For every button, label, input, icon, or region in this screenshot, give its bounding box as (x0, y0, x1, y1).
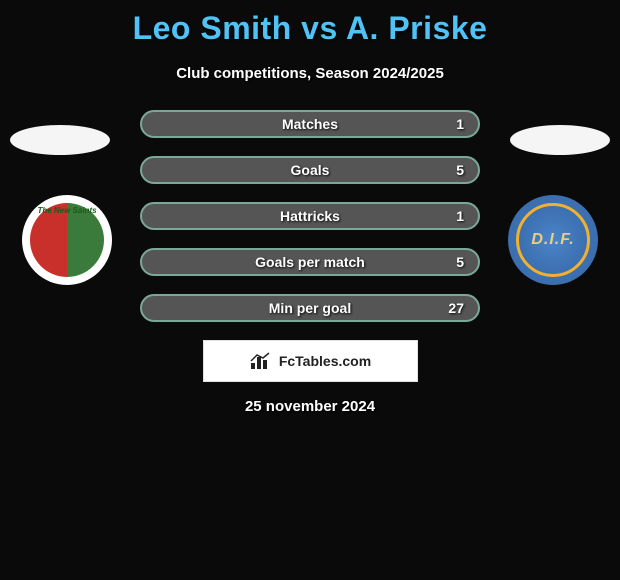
stat-row-min-per-goal: Min per goal 27 (140, 294, 480, 322)
tns-banner-text: The New Saints (27, 201, 107, 219)
club-logo-right: D.I.F. (508, 195, 598, 285)
main-area: The New Saints D.I.F. Matches 1 Goals 5 … (0, 110, 620, 415)
player-left-avatar-placeholder (10, 125, 110, 155)
dif-crest-icon: D.I.F. (516, 203, 590, 277)
tns-crest-icon: The New Saints (30, 203, 104, 277)
stat-row-hattricks: Hattricks 1 (140, 202, 480, 230)
bar-chart-icon (249, 351, 273, 371)
stat-value-right: 5 (456, 162, 464, 178)
stat-label: Goals (291, 162, 330, 178)
stat-label: Matches (282, 116, 338, 132)
stat-value-right: 1 (456, 116, 464, 132)
stat-value-right: 27 (448, 300, 464, 316)
stat-value-right: 1 (456, 208, 464, 224)
brand-footer[interactable]: FcTables.com (203, 340, 418, 382)
page-title: Leo Smith vs A. Priske (0, 10, 620, 47)
comparison-card: Leo Smith vs A. Priske Club competitions… (0, 0, 620, 415)
stat-row-goals-per-match: Goals per match 5 (140, 248, 480, 276)
season-subtitle: Club competitions, Season 2024/2025 (0, 65, 620, 82)
stats-list: Matches 1 Goals 5 Hattricks 1 Goals per … (140, 110, 480, 322)
stat-label: Goals per match (255, 254, 365, 270)
stat-label: Min per goal (269, 300, 351, 316)
stat-label: Hattricks (280, 208, 340, 224)
stat-row-goals: Goals 5 (140, 156, 480, 184)
snapshot-date: 25 november 2024 (0, 398, 620, 415)
stat-row-matches: Matches 1 (140, 110, 480, 138)
stat-value-right: 5 (456, 254, 464, 270)
player-right-avatar-placeholder (510, 125, 610, 155)
dif-crest-text: D.I.F. (531, 231, 574, 249)
brand-text: FcTables.com (279, 353, 371, 369)
club-logo-left: The New Saints (22, 195, 112, 285)
